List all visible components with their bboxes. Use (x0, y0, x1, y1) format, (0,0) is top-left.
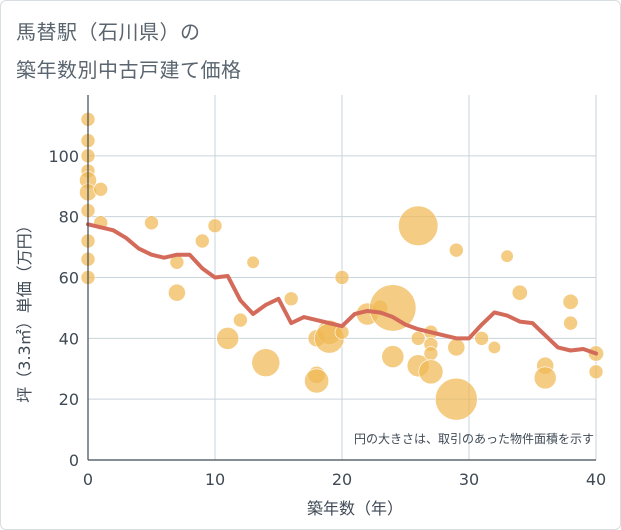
bubble-point (418, 359, 444, 385)
bubble-point (334, 270, 350, 285)
x-tick-label: 10 (205, 470, 225, 489)
bubble-point (511, 284, 528, 301)
y-tick-label: 100 (48, 147, 79, 166)
bubble-point (533, 366, 557, 390)
x-tick-label: 20 (332, 470, 352, 489)
bubble-point (144, 215, 159, 231)
bubble-point (423, 346, 439, 361)
x-tick-label: 30 (459, 470, 479, 489)
bubble-point (251, 348, 281, 377)
bubble-point (246, 255, 260, 269)
y-tick-label: 60 (59, 269, 79, 288)
bubble-point (448, 242, 464, 258)
x-axis-label: 築年数（年） (307, 499, 403, 518)
bubble-point (410, 331, 426, 346)
size-annotation: 円の大きさは、取引のあった物件面積を示す (354, 431, 594, 446)
bubble-point (588, 364, 604, 380)
chart-title-line1: 馬替駅（石川県）の (16, 20, 201, 44)
trend-series (86, 222, 598, 356)
bubble-point (168, 283, 186, 302)
bubble-point (487, 340, 501, 355)
x-tick-label: 40 (586, 470, 606, 489)
chart-title-line2: 築年数別中古戸建て価格 (16, 58, 242, 82)
bubble-point (500, 249, 514, 263)
bubble-point (93, 181, 108, 197)
bubble-point (369, 284, 417, 332)
bubble-point (563, 315, 578, 331)
y-tick-label: 20 (59, 390, 79, 409)
bubble-point (207, 218, 223, 234)
bubble-point (233, 312, 248, 328)
bubble-point (216, 326, 240, 350)
bubble-point (447, 338, 466, 357)
y-axis-label: 坪（3.3㎡）単価（万円） (15, 217, 34, 402)
bubble-point (474, 331, 490, 346)
bubble-point (283, 291, 299, 307)
bubble-point (434, 377, 478, 421)
x-tick-label: 0 (83, 470, 93, 489)
y-tick-label: 40 (59, 329, 79, 348)
bubble-point (304, 368, 330, 394)
y-tick-label: 0 (69, 451, 79, 470)
bubble-point (398, 205, 439, 246)
average-price-line (86, 222, 598, 356)
bubble-point (381, 345, 405, 368)
bubble-point (562, 293, 579, 310)
y-tick-label: 80 (59, 208, 79, 227)
bubble-series (79, 112, 604, 421)
axes: 0 10 20 30 40 0 20 40 60 80 100 (48, 95, 606, 489)
gridlines (88, 95, 597, 460)
bubble-point (195, 233, 210, 249)
